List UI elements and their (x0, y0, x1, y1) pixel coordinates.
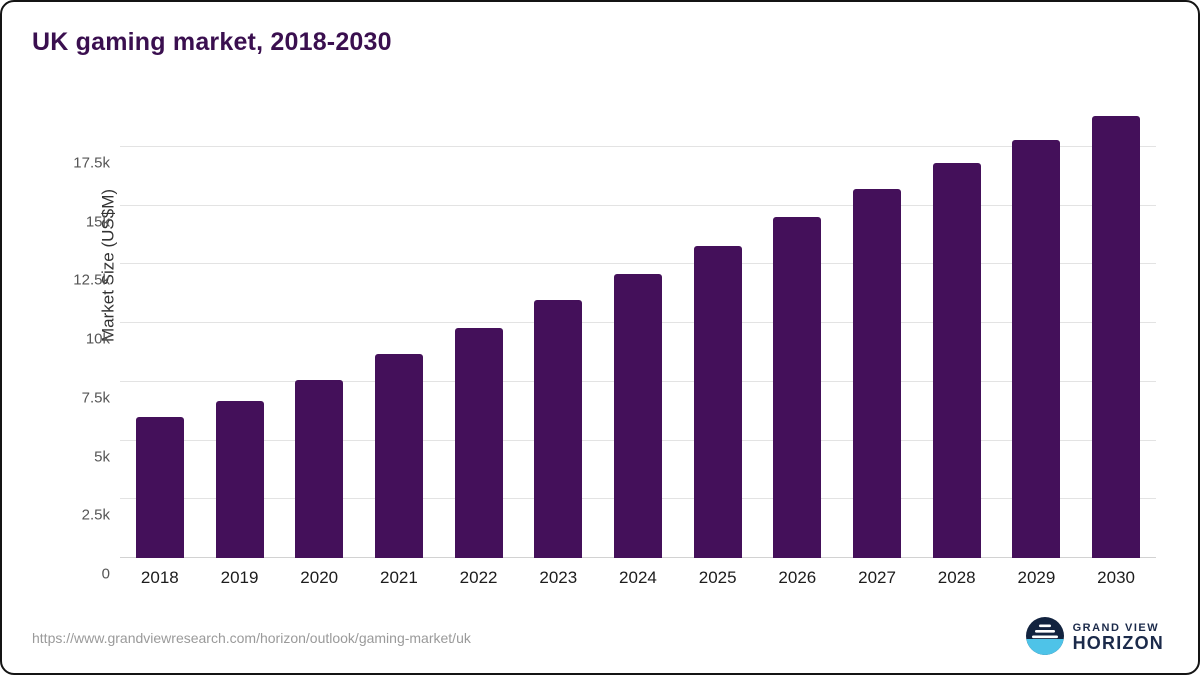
x-tick-label: 2020 (300, 568, 339, 587)
y-tick-label: 2.5k (81, 506, 110, 524)
x-tick-label: 2028 (937, 568, 976, 587)
x-tick-label: 2030 (1097, 568, 1136, 587)
y-tick-label: 17.5k (73, 154, 110, 172)
bar-series: 2018 2019 2020 2021 2022 2023 2024 2025 2026 2027… (120, 100, 1156, 587)
y-tick-label: 15k (85, 213, 110, 231)
y-tick-label: 0 (101, 565, 110, 583)
brand-name-top: GRAND VIEW (1072, 621, 1160, 634)
bar-column-2022: 2022 (439, 100, 519, 587)
gridline-17.5k: 17.5k (73, 145, 1156, 171)
footer: https://www.grandviewresearch.com/horizo… (2, 611, 1198, 673)
x-tick-label: 2029 (1017, 568, 1056, 587)
bar-column-2028: 2028 (917, 100, 997, 587)
bar-2025 (693, 245, 742, 558)
x-tick-label: 2027 (858, 568, 896, 587)
y-axis-title: Market Size (US$M) (98, 188, 118, 342)
bar-2022 (454, 327, 503, 558)
y-tick-label: 5k (94, 448, 110, 466)
gridline-12.5k: 12.5k (73, 263, 1156, 289)
bar-2023 (534, 299, 583, 558)
bar-column-2026: 2026 (758, 100, 838, 587)
source-url: https://www.grandviewresearch.com/horizo… (32, 630, 471, 646)
y-tick-label: 12.5k (73, 271, 110, 289)
brand-name-bottom: HORIZON (1072, 633, 1164, 654)
bar-2019 (215, 400, 264, 558)
bar-2026 (773, 217, 822, 558)
bar-column-2029: 2029 (997, 100, 1077, 587)
gridline-15k: 15k (86, 204, 1156, 230)
y-tick-label: 10k (85, 330, 110, 348)
x-tick-label: 2018 (140, 568, 179, 587)
brand-logo: GRAND VIEW HORIZON (1025, 616, 1164, 660)
bar-2020 (295, 379, 344, 558)
chart-title: UK gaming market, 2018-2030 (32, 28, 392, 56)
bar-column-2030: 2030 (1076, 100, 1156, 587)
bar-column-2020: 2020 (279, 100, 359, 587)
bar-column-2021: 2021 (359, 100, 439, 587)
bar-2030 (1092, 116, 1141, 558)
x-tick-label: 2022 (459, 568, 498, 587)
bar-column-2023: 2023 (518, 100, 598, 587)
bar-column-2027: 2027 (837, 100, 917, 587)
horizon-circle-icon (1025, 616, 1064, 660)
bar-column-2018: 2018 (120, 100, 200, 587)
bar-column-2024: 2024 (598, 100, 678, 587)
x-tick-label: 2019 (220, 568, 259, 587)
x-tick-label: 2025 (698, 568, 737, 587)
bar-column-2025: 2025 (678, 100, 758, 587)
bar-2028 (932, 163, 981, 558)
bar-column-2019: 2019 (200, 100, 280, 587)
bar-2021 (374, 353, 423, 558)
bar-2024 (613, 273, 662, 558)
bar-2027 (853, 189, 902, 558)
y-tick-label: 7.5k (81, 389, 110, 407)
bar-2018 (135, 417, 184, 558)
bar-2029 (1012, 139, 1061, 558)
x-tick-label: 2021 (379, 568, 418, 587)
x-tick-label: 2026 (778, 568, 817, 587)
plot-area: 0 2.5k 5k 7.5k 10k 12.5k 15k 17.5k 2018 2019 2020… (73, 100, 1156, 587)
x-tick-label: 2024 (619, 568, 657, 587)
brand-text: GRAND VIEW HORIZON (1072, 621, 1164, 654)
x-tick-label: 2023 (539, 568, 578, 587)
